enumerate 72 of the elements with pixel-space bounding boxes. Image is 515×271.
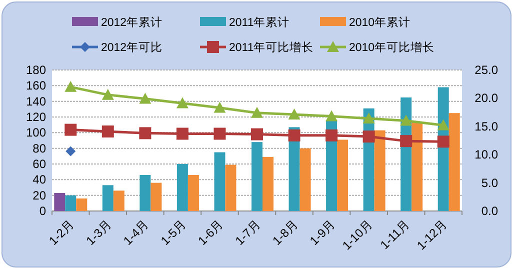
x-tick-label: 1-5月 bbox=[158, 217, 189, 248]
point bbox=[326, 110, 338, 122]
point bbox=[139, 92, 152, 104]
y-tick-label: 140 bbox=[26, 94, 46, 108]
point bbox=[362, 112, 375, 124]
y2-tick-label: 25.0 bbox=[474, 63, 498, 77]
legend-label: 2012年累计 bbox=[101, 16, 163, 29]
y2-tick-label: 10.0 bbox=[474, 148, 498, 162]
bar bbox=[54, 192, 66, 211]
x-tick-label: 1-2月 bbox=[46, 217, 77, 248]
y-tick-label: 160 bbox=[26, 78, 46, 93]
point bbox=[66, 146, 76, 156]
y-tick-label: 80 bbox=[32, 141, 46, 156]
y2-tick-label: 20.0 bbox=[474, 91, 498, 106]
point bbox=[214, 102, 226, 113]
x-tick-label: 1-3月 bbox=[83, 217, 114, 248]
point bbox=[288, 129, 300, 142]
bar bbox=[300, 148, 311, 211]
bar bbox=[262, 156, 274, 211]
bar bbox=[448, 113, 460, 211]
point bbox=[400, 135, 412, 148]
x-tick-label: 1-9月 bbox=[307, 217, 338, 248]
y-tick-label: 20 bbox=[32, 188, 46, 202]
y2-tick-label: 0.0 bbox=[481, 204, 498, 218]
point bbox=[288, 108, 300, 120]
point bbox=[64, 80, 77, 92]
y-tick-label: 100 bbox=[26, 126, 46, 140]
point bbox=[176, 128, 188, 140]
bar bbox=[65, 195, 76, 211]
bar bbox=[176, 164, 188, 211]
legend-label: 2011年可比增长 bbox=[229, 41, 314, 54]
bar bbox=[214, 152, 226, 211]
y-tick-label: 180 bbox=[26, 63, 46, 77]
point bbox=[176, 97, 188, 108]
bar bbox=[225, 164, 236, 211]
point bbox=[139, 127, 152, 140]
y2-tick-label: 15.0 bbox=[474, 119, 498, 134]
y-tick-label: 0 bbox=[39, 204, 46, 218]
legend-label: 2010年累计 bbox=[349, 16, 411, 29]
point bbox=[400, 114, 412, 126]
bar bbox=[188, 174, 199, 211]
point bbox=[102, 88, 114, 100]
bar bbox=[412, 122, 423, 211]
point bbox=[251, 128, 263, 140]
x-tick-label: 1-6月 bbox=[195, 217, 226, 248]
y2-tick-label: 5.0 bbox=[481, 176, 498, 190]
bar bbox=[252, 142, 262, 211]
point bbox=[214, 128, 226, 140]
bar bbox=[337, 140, 348, 211]
point bbox=[64, 124, 77, 136]
point bbox=[437, 136, 450, 148]
legend-label: 2010年可比增长 bbox=[349, 41, 435, 54]
x-tick-label: 1-11月 bbox=[377, 217, 412, 252]
point bbox=[251, 106, 263, 118]
legend-label: 2012年可比 bbox=[101, 41, 163, 54]
y-tick-label: 60 bbox=[32, 157, 46, 171]
bar bbox=[102, 185, 114, 211]
bar bbox=[374, 130, 386, 211]
bar bbox=[76, 198, 88, 211]
x-tick-label: 1-7月 bbox=[232, 217, 264, 248]
point bbox=[437, 119, 450, 130]
x-tick-label: 1-4月 bbox=[120, 217, 152, 248]
y-tick-label: 40 bbox=[32, 172, 46, 187]
y-tick-label: 120 bbox=[26, 110, 46, 124]
bar bbox=[113, 190, 124, 211]
legend-label: 2011年累计 bbox=[229, 16, 290, 29]
bar bbox=[150, 182, 162, 211]
bar bbox=[140, 174, 151, 211]
point bbox=[362, 130, 375, 143]
x-tick-label: 1-8月 bbox=[270, 217, 300, 248]
point bbox=[326, 129, 338, 142]
point bbox=[102, 125, 114, 138]
